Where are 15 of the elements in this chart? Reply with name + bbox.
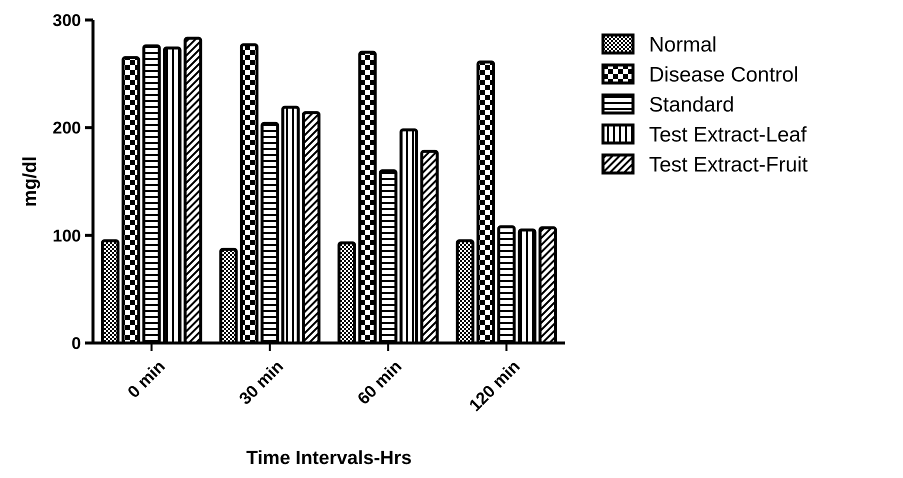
legend-label: Test Extract-Leaf (649, 123, 807, 146)
legend-label: Disease Control (649, 63, 798, 86)
x-tick-label: 60 min (354, 356, 406, 408)
legend-label: Standard (649, 93, 734, 116)
y-axis-title: mg/dl (20, 156, 41, 207)
y-tick-label: 200 (52, 118, 81, 138)
legend-label: Test Extract-Fruit (649, 153, 808, 176)
x-tick-label: 0 min (124, 356, 169, 402)
legend-label: Normal (649, 33, 717, 56)
x-tick-label: 120 min (465, 356, 524, 416)
x-tick-label: 30 min (236, 356, 288, 408)
y-tick-label: 0 (72, 334, 81, 353)
x-axis-title: Time Intervals-Hrs (246, 448, 412, 469)
y-tick-label: 300 (52, 10, 81, 30)
y-tick-label: 100 (52, 226, 81, 246)
